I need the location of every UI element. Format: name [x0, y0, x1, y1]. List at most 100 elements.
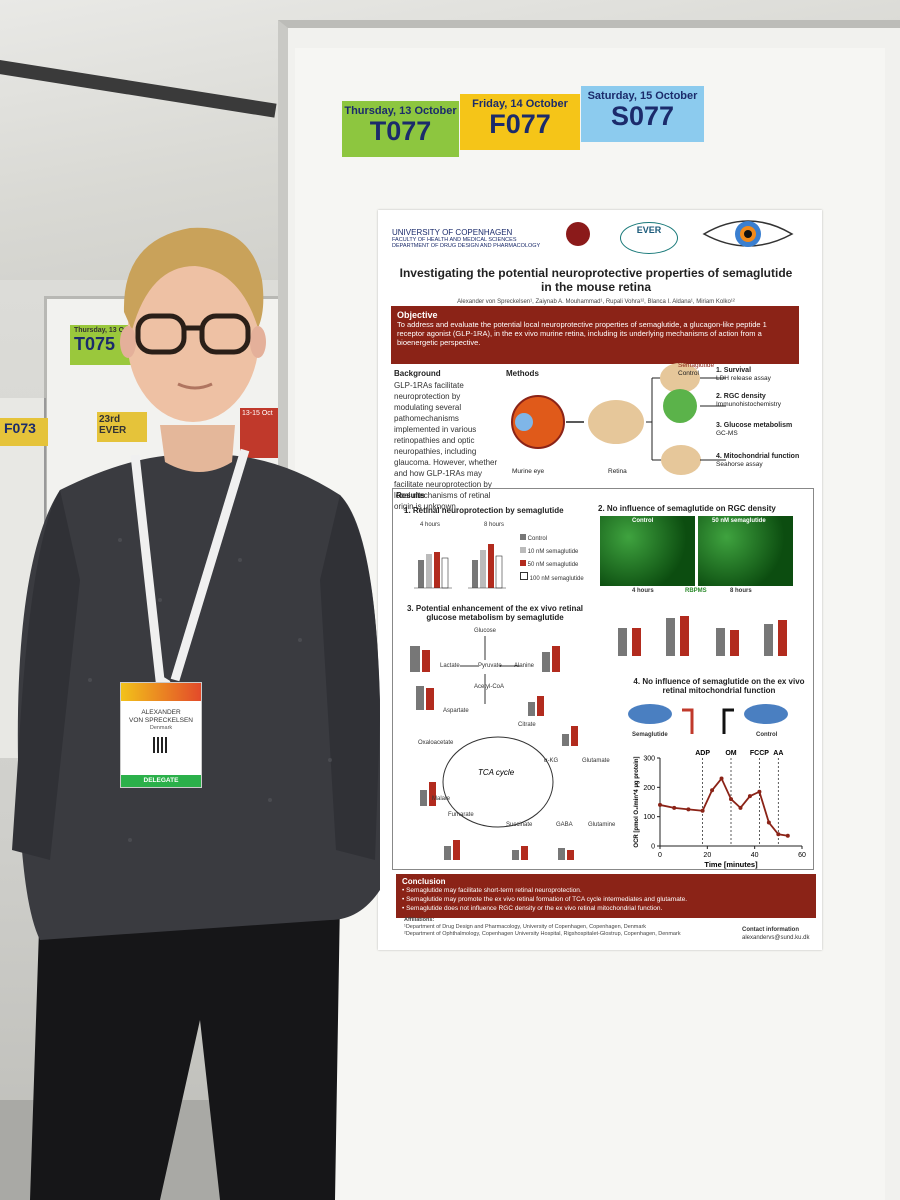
trousers [30, 900, 340, 1200]
r1-legend-item: 10 nM semaglutide [520, 546, 584, 559]
ocr-point [785, 833, 790, 838]
semaglutide-label: Semaglutide [678, 362, 715, 369]
node-lactate: Lactate [440, 663, 460, 669]
rgc-sema-label: 50 nM semaglutide [712, 518, 766, 524]
glasses [135, 313, 251, 355]
tca-cycle-diagram [410, 636, 594, 860]
ocr-axes: 0 20 40 60 0 100 200 300 Time [minutes] OCR [pmol… [634, 750, 806, 869]
y-tick-label: 100 [643, 814, 655, 821]
background-heading: Background [394, 369, 441, 378]
badge-country: Denmark [149, 725, 173, 731]
contact-email: alexandervs@sund.ku.dk [742, 935, 810, 941]
x-tick-label: 60 [798, 852, 806, 859]
ocr-point [747, 794, 752, 799]
method-step-2: 2. RGC density Immunohistochemistry [716, 393, 782, 408]
retina-illustration [588, 400, 644, 444]
background-poster-number-2: F073 [0, 418, 48, 446]
poster-title: Investigating the potential neuroprotect… [399, 266, 793, 294]
conclusion-point: • Semaglutide may facilitate short-term … [402, 887, 582, 894]
method-step-3: 3. Glucose metabolism GC-MS [716, 422, 793, 437]
method-step-1: 1. Survival LDH release assay [716, 367, 771, 382]
r1-legend-item: Control [520, 533, 584, 546]
university-name: UNIVERSITY OF COPENHAGEN [392, 228, 513, 237]
objective-text: To address and evaluate the potential lo… [397, 320, 767, 347]
eye-lens [515, 413, 533, 431]
day-label-thursday: Thursday, 13 October T077 [342, 101, 459, 157]
day-label-friday: Friday, 14 October F077 [460, 94, 580, 150]
ocr-point [658, 802, 662, 807]
badge-role: DELEGATE [121, 775, 201, 787]
objective-box: Objective To address and evaluate the po… [391, 306, 799, 364]
node-glutamine: Glutamine [588, 822, 616, 828]
r2-marker: RBPMS [685, 588, 707, 594]
node-pyruvate: Pyruvate [478, 663, 502, 669]
affiliation-item: ²Department of Ophthalmology, Copenhagen… [404, 931, 681, 937]
node-glucose: Glucose [474, 628, 497, 634]
method-step-4: 4. Mitochondrial function Seahorse assay [716, 453, 800, 468]
ocr-point [672, 805, 677, 810]
ocr-series-line [659, 776, 788, 837]
poster-code: S077 [610, 101, 675, 131]
x-tick-label: 40 [751, 852, 759, 859]
node-gaba: GABA [556, 822, 573, 828]
qr-code-icon [153, 737, 169, 753]
injection-label: OM [725, 750, 736, 757]
department-name: DEPARTMENT OF DRUG DESIGN AND PHARMACOLO… [392, 243, 541, 249]
result-3-title: 3. Potential enhancement of the ex vivo … [406, 604, 584, 622]
x-axis-label: Time [minutes] [704, 860, 758, 869]
r1-legend-item: 100 nM semaglutide [520, 572, 584, 586]
conclusion-heading: Conclusion [402, 877, 446, 886]
background-red-text: 13-15 Oct [242, 410, 273, 417]
x-tick-label: 20 [703, 852, 711, 859]
day-name: Thursday, 13 October [344, 105, 457, 117]
result-2-title: 2. No influence of semaglutide on RGC de… [598, 504, 776, 513]
badge-name: ALEXANDER VON SPRECKELSEN [129, 709, 193, 724]
background-poster-code: T075 [74, 334, 116, 354]
node-oxaloacetate: Oxaloacetate [418, 740, 454, 746]
node-glutamate: Glutamate [582, 758, 610, 764]
r4-control-label: Control [756, 732, 778, 738]
r2-time-a: 4 hours [632, 588, 654, 594]
ocr-point [710, 788, 715, 793]
results-box [392, 488, 814, 870]
background-text: GLP-1RAs facilitate neuroprotection by m… [394, 381, 498, 511]
r1-time-a: 4 hours [420, 522, 441, 528]
conclusion-point: • Semaglutide may promote the ex vivo re… [402, 896, 688, 903]
r4-sema-label: Semaglutide [632, 732, 668, 738]
ever-logo-text: EVER [636, 225, 662, 235]
ocr-point [686, 807, 691, 812]
r1-legend-item: 50 nM semaglutide [520, 559, 584, 572]
injection-label: ADP [695, 750, 710, 757]
retina-stain [663, 389, 697, 423]
poster-authors: Alexander von Spreckelsen¹, Zaiynab A. M… [457, 299, 735, 305]
affiliation-item: ¹Department of Drug Design and Pharmacol… [404, 924, 647, 930]
results-heading: Results [396, 491, 425, 500]
rgc-control-image [600, 516, 695, 586]
ocr-point [719, 776, 724, 781]
y-tick-label: 0 [651, 844, 655, 851]
node-tca-cycle: TCA cycle [478, 768, 515, 777]
ocr-point [757, 789, 762, 794]
control-label: Control [678, 370, 699, 377]
ocr-point [776, 832, 781, 837]
x-tick-label: 0 [658, 852, 662, 859]
methods-heading: Methods [506, 369, 539, 378]
mitochondria-icons [628, 704, 788, 734]
rgc-semaglutide-image [698, 516, 793, 586]
r2-bar-charts [618, 616, 787, 656]
node-alpha-kg: α-KG [544, 758, 559, 764]
neck [160, 425, 235, 472]
eye-label: Murine eye [512, 468, 545, 475]
affiliations: Affiliations: ¹Department of Drug Design… [404, 917, 734, 938]
day-name: Friday, 14 October [472, 98, 568, 110]
poster-code: T077 [369, 116, 432, 146]
result-1-title: 1. Retinal neuroprotection by semaglutid… [404, 506, 564, 515]
background-poster-date: Thursday, 13 Oct [74, 327, 131, 334]
retina-label: Retina [608, 468, 627, 475]
conclusion-box: Conclusion • Semaglutide may facilitate … [396, 874, 816, 918]
affiliations-heading: Affiliations: [404, 917, 435, 923]
poster-code: F077 [489, 109, 551, 139]
result-4-title: 4. No influence of semaglutide on the ex… [633, 677, 805, 695]
delegate-badge: ALEXANDER VON SPRECKELSEN Denmark DELEGA… [120, 682, 202, 788]
ever-logo-icon: EVER [620, 222, 678, 254]
